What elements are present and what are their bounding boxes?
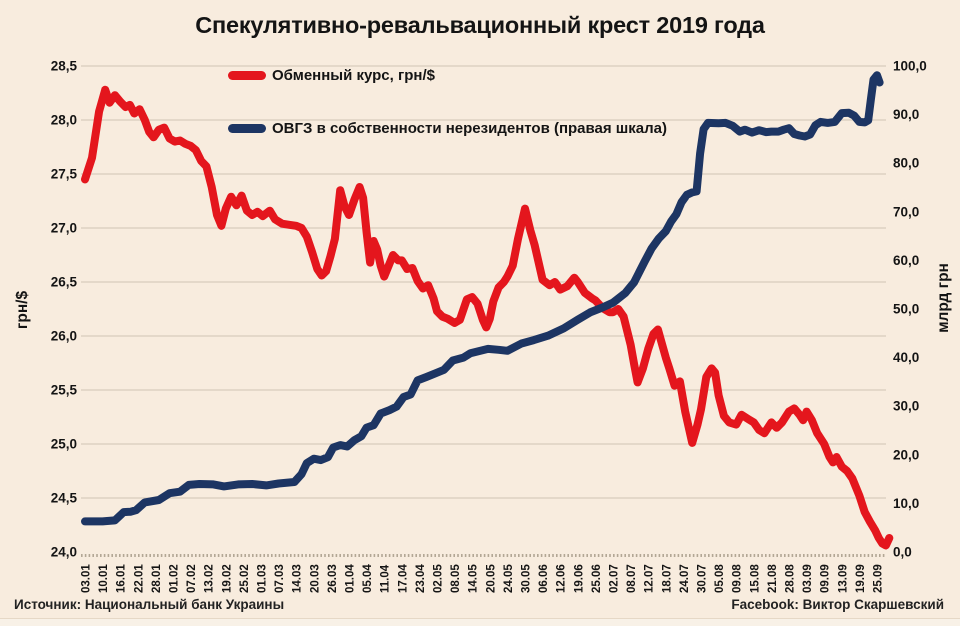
left-tick-label: 26,5 [51,275,78,290]
right-tick-label: 100,0 [893,59,927,74]
left-axis-title: грн/$ [14,291,31,330]
legend-label-exchange-rate: Обменный курс, грн/$ [272,66,435,84]
x-tick-label: 20.05 [485,564,497,593]
x-tick-label: 25.06 [591,564,603,593]
x-tick-label: 23.04 [415,564,427,593]
x-tick-label: 25.09 [873,564,885,593]
x-tick-label: 30.07 [697,564,709,593]
right-tick-label: 0,0 [893,545,912,560]
right-tick-label: 10,0 [893,496,919,511]
x-tick-label: 08.07 [626,564,638,593]
x-tick-label: 01.02 [169,564,181,593]
legend-item-bonds: ОВГЗ в собственности нерезидентов (права… [228,117,667,139]
x-tick-label: 24.07 [679,564,691,593]
x-tick-label: 18.07 [661,564,673,593]
x-tick-label: 17.04 [397,564,409,593]
x-tick-label: 07.02 [186,564,198,593]
right-tick-label: 50,0 [893,302,919,317]
x-tick-label: 02.07 [609,564,621,593]
x-tick-label: 28.08 [785,564,797,593]
right-tick-label: 90,0 [893,107,919,122]
left-tick-label: 28,0 [51,113,77,128]
x-tick-label: 13.02 [204,564,216,593]
bonds-line [81,71,884,526]
left-tick-label: 25,0 [51,437,77,452]
right-axis-title: млрд грн [935,263,952,333]
x-tick-label: 03.01 [81,564,93,593]
x-tick-label: 08.05 [450,564,462,593]
x-tick-label: 03.09 [802,564,814,593]
x-tick-label: 11.04 [380,564,392,593]
x-tick-label: 05.08 [714,564,726,593]
x-tick-label: 24.05 [503,564,515,593]
x-tick-label: 01.03 [257,564,269,593]
left-tick-label: 28,5 [51,59,78,74]
x-tick-label: 09.09 [820,564,832,593]
right-tick-label: 40,0 [893,350,919,365]
x-tick-label: 01.04 [345,564,357,593]
right-tick-label: 60,0 [893,253,919,268]
left-tick-label: 24,5 [51,491,78,506]
x-tick-label: 05.04 [362,564,374,593]
x-tick-label: 22.01 [133,564,145,593]
left-tick-label: 24,0 [51,545,77,560]
x-tick-label: 14.05 [468,564,480,593]
left-tick-label: 25,5 [51,383,78,398]
legend-item-exchange-rate: Обменный курс, грн/$ [228,64,667,86]
exchange-rate-line [81,85,894,550]
x-tick-label: 13.09 [837,564,849,593]
left-tick-label: 27,0 [51,221,77,236]
right-tick-label: 80,0 [893,156,919,171]
right-tick-label: 20,0 [893,447,919,462]
x-tick-label: 30.05 [521,564,533,593]
x-tick-label: 12.06 [556,564,568,593]
right-tick-label: 70,0 [893,204,919,219]
x-tick-label: 21.08 [767,564,779,593]
x-tick-label: 16.01 [116,564,128,593]
x-tick-label: 15.08 [749,564,761,593]
footer-credit-text: Facebook: Виктор Скаршевский [731,597,944,612]
x-tick-label: 06.06 [538,564,550,593]
bottom-strip [0,618,960,626]
x-tick-label: 20.03 [309,564,321,593]
x-tick-label: 26.03 [327,564,339,593]
x-tick-label: 09.08 [732,564,744,593]
x-tick-label: 28.01 [151,564,163,593]
x-tick-label: 12.07 [644,564,656,593]
legend-label-bonds: ОВГЗ в собственности нерезидентов (права… [272,119,668,137]
right-tick-label: 30,0 [893,399,919,414]
legend: Обменный курс, грн/$ ОВГЗ в собственност… [228,64,667,170]
left-tick-label: 26,0 [51,329,77,344]
exchange-rate-swatch-icon [228,70,266,80]
x-tick-label: 10.01 [98,564,110,593]
chart-title: Спекулятивно-ревальвационный крест 2019 … [195,12,765,38]
x-tick-label: 02.05 [433,564,445,593]
left-tick-label: 27,5 [51,167,78,182]
footer-source-text: Источник: Национальный банк Украины [14,597,285,612]
x-tick-label: 19.02 [221,564,233,593]
bonds-swatch-icon [228,123,266,133]
x-tick-label: 19.09 [855,564,867,593]
x-tick-label: 14.03 [292,564,304,593]
x-tick-label: 07.03 [274,564,286,593]
x-tick-label: 19.06 [573,564,585,593]
x-tick-label: 25.02 [239,564,251,593]
